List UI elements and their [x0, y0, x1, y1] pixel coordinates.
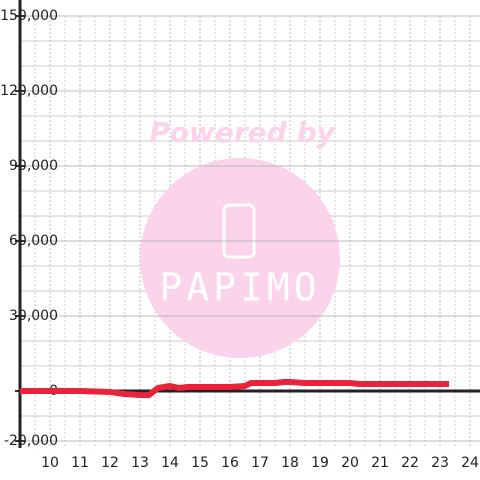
y-tick-label: -20,000 — [4, 433, 58, 449]
grid — [20, 16, 480, 449]
y-tick-label: 90,000 — [9, 158, 58, 174]
x-tick-label: 19 — [311, 455, 329, 471]
x-tick-label: 23 — [431, 455, 449, 471]
x-tick-label: 18 — [281, 455, 299, 471]
y-tick-label: 30,000 — [9, 308, 58, 324]
watermark-caption: Powered by — [149, 116, 336, 149]
x-tick-label: 16 — [221, 455, 239, 471]
x-tick-label: 22 — [401, 455, 419, 471]
x-tick-label: 20 — [341, 455, 359, 471]
x-tick-label: 11 — [71, 455, 89, 471]
x-tick-label: 24 — [461, 455, 479, 471]
x-tick-label: 21 — [371, 455, 389, 471]
y-tick-label: 150,000 — [0, 8, 58, 24]
watermark-logo: PAPIMO — [159, 266, 320, 310]
series-line — [20, 379, 449, 398]
x-tick-label: 15 — [191, 455, 209, 471]
watermark-icon — [222, 203, 256, 259]
y-tick-label: 120,000 — [0, 83, 58, 99]
x-tick-label: 14 — [161, 455, 179, 471]
x-tick-label: 12 — [101, 455, 119, 471]
x-tick-label: 13 — [131, 455, 149, 471]
x-tick-label: 17 — [251, 455, 269, 471]
x-tick-label: 10 — [41, 455, 59, 471]
y-tick-label: 60,000 — [9, 233, 58, 249]
